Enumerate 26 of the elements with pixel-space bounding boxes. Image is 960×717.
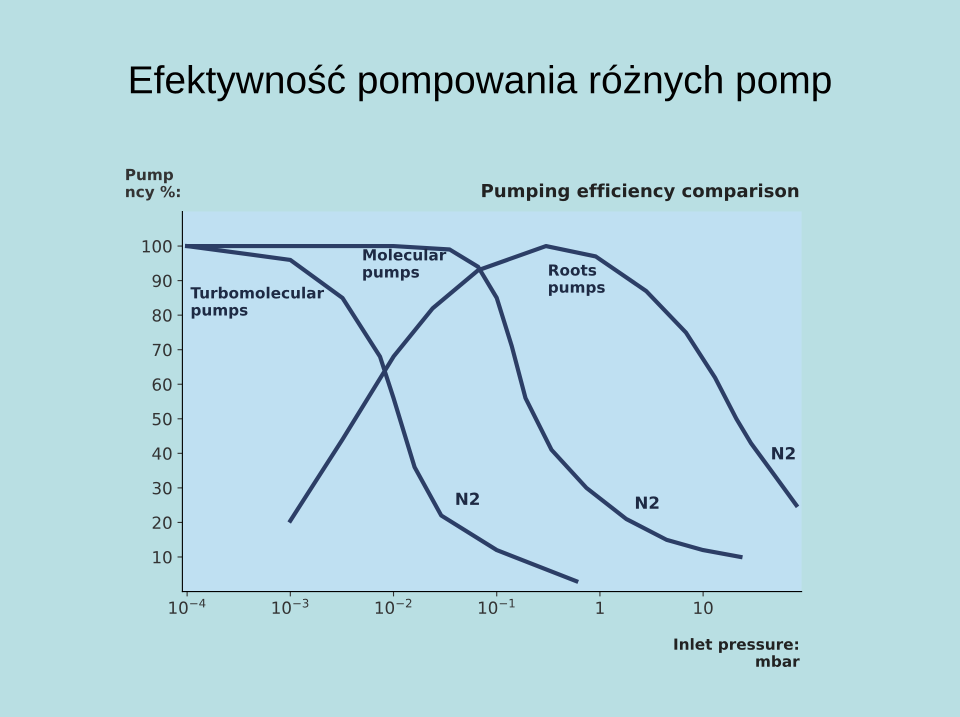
y-tick-label: 70: [152, 344, 172, 356]
y-axis-title: Pump ncy %:: [126, 168, 180, 200]
series-label: Turbomolecular pumps: [190, 286, 324, 319]
chart-subtitle: Efektywność pompowania różnych pomp: [130, 64, 831, 102]
x-tick-label: 10$^{−3}$: [272, 598, 308, 614]
x-axis-title: Inlet pressure: mbar: [674, 638, 800, 668]
x-tick-label: 10: [694, 602, 713, 614]
x-tick-label: 10$^{−2}$: [376, 598, 412, 614]
x-tick-label: 1: [596, 602, 604, 614]
y-tick-label: 40: [152, 447, 172, 460]
y-tick-label: 90: [152, 274, 172, 288]
y-tick-label: 100: [142, 240, 172, 253]
series-label: Roots pumps: [549, 264, 605, 296]
x-tick-label: 10$^{−4}$: [169, 598, 206, 614]
annotation: N2: [636, 496, 659, 509]
y-tick-label: 50: [152, 412, 172, 426]
x-tick-label: 10$^{−1}$: [478, 598, 515, 614]
annotation: N2: [772, 446, 795, 460]
y-tick-label: 20: [152, 516, 172, 529]
y-tick-label: 60: [152, 378, 172, 391]
chart-title: Pumping efficiency comparison: [482, 183, 798, 202]
y-tick-label: 80: [152, 309, 172, 322]
y-tick-label: 10: [153, 550, 172, 564]
y-tick-label: 30: [152, 482, 172, 494]
annotation: N2: [456, 492, 479, 505]
series-label: Molecular pumps: [363, 248, 446, 281]
